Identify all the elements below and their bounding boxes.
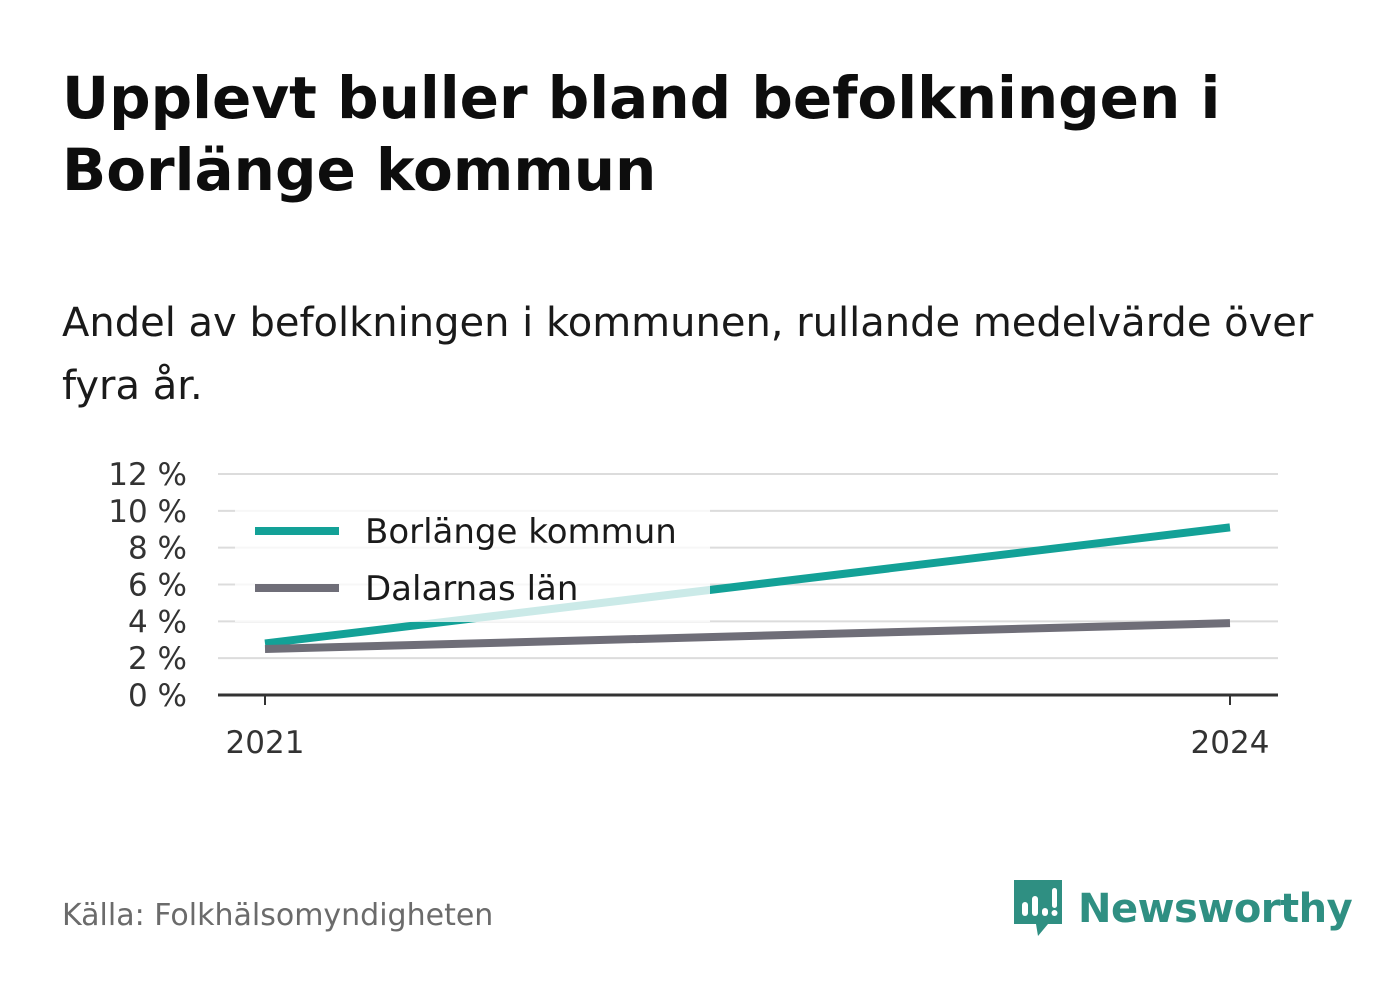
newsworthy-logo-icon <box>1014 880 1062 936</box>
y-tick-label: 0 % <box>128 678 187 714</box>
axes: 0 %2 %4 %6 %8 %10 %12 % 2021 2024 <box>108 457 1278 761</box>
series-lines <box>264 523 1231 653</box>
y-tick-label: 6 % <box>128 568 187 604</box>
line-chart: 0 %2 %4 %6 %8 %10 %12 % 2021 2024 Borlänge… <box>108 457 1278 761</box>
x-tick-label: 2021 <box>226 725 305 761</box>
chart-title: Upplevt buller bland befolkningen i Borl… <box>62 64 1221 204</box>
x-tick-label: 2024 <box>1191 725 1270 761</box>
y-tick-label: 2 % <box>128 641 187 677</box>
legend: Borlänge kommun Dalarnas län <box>235 504 710 622</box>
series-line <box>264 619 1231 653</box>
chart-subtitle: Andel av befolkningen i kommunen, rullan… <box>62 300 1314 409</box>
series-line <box>264 523 1231 648</box>
y-tick-label: 12 % <box>108 457 187 493</box>
brand-logo: Newsworthy <box>1012 878 1353 940</box>
y-tick-label: 10 % <box>108 494 187 530</box>
y-tick-label: 8 % <box>128 531 187 567</box>
source-note: Källa: Folkhälsomyndigheten <box>62 898 494 933</box>
legend-background <box>235 504 710 622</box>
legend-label: Dalarnas län <box>365 569 578 609</box>
legend-label: Borlänge kommun <box>365 512 677 552</box>
y-tick-label: 4 % <box>128 604 187 640</box>
brand-name: Newsworthy <box>1078 886 1353 932</box>
